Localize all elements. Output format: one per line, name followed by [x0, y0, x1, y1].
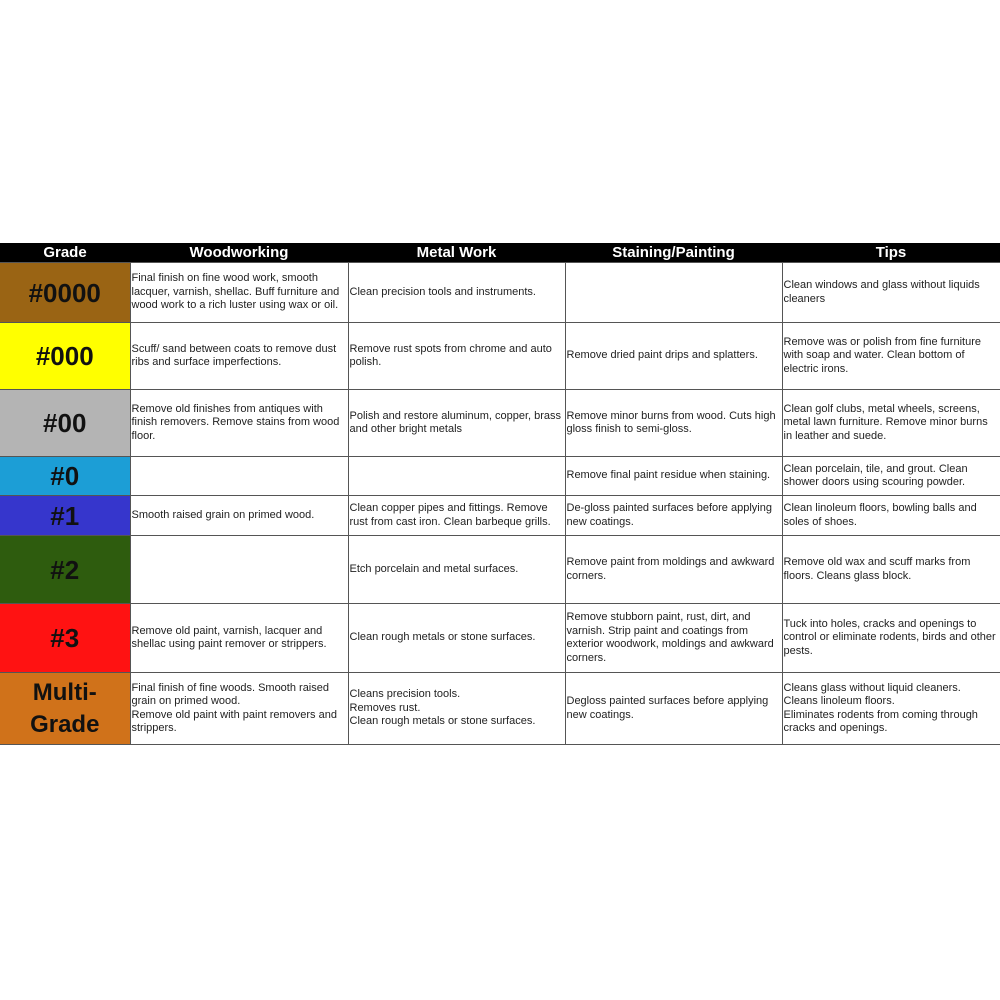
header-staining-painting: Staining/Painting: [565, 243, 782, 263]
staining-painting-cell: Remove paint from moldings and awkward c…: [564, 535, 783, 604]
staining-painting-cell: Remove final paint residue when staining…: [564, 456, 783, 496]
staining-painting-cell: Remove minor burns from wood. Cuts high …: [564, 389, 783, 457]
table-row: #0000 Final finish on fine wood work, smo…: [0, 262, 1000, 323]
header-grade: Grade: [0, 243, 130, 263]
metal-work-cell: Clean rough metals or stone surfaces.: [347, 603, 566, 673]
header-tips: Tips: [782, 243, 1000, 263]
tips-cell: Clean linoleum floors, bowling balls and…: [781, 495, 1000, 536]
woodworking-cell: Final finish of fine woods. Smooth raise…: [129, 672, 349, 745]
header-metal-work: Metal Work: [348, 243, 565, 263]
metal-work-cell: Clean copper pipes and fittings. Remove …: [347, 495, 566, 536]
tips-cell: Cleans glass without liquid cleaners. Cl…: [781, 672, 1000, 745]
table-row: #3 Remove old paint, varnish, lacquer and…: [0, 603, 1000, 673]
metal-work-cell: [347, 456, 566, 496]
header-woodworking: Woodworking: [130, 243, 348, 263]
tips-cell: Remove was or polish from fine furniture…: [781, 322, 1000, 390]
grade-cell: #3: [0, 603, 131, 673]
staining-painting-cell: Remove dried paint drips and splatters.: [564, 322, 783, 390]
metal-work-cell: Polish and restore aluminum, copper, bra…: [347, 389, 566, 457]
table-row: #0 Remove final paint residue when staini…: [0, 456, 1000, 496]
grade-cell: #2: [0, 535, 131, 604]
table-body: #0000 Final finish on fine wood work, smo…: [0, 262, 1000, 745]
woodworking-cell: [129, 456, 349, 496]
steel-wool-grade-table: Grade Woodworking Metal Work Staining/Pa…: [0, 243, 1000, 745]
grade-cell: #00: [0, 389, 131, 457]
grade-cell: #1: [0, 495, 131, 536]
metal-work-cell: Etch porcelain and metal surfaces.: [347, 535, 566, 604]
staining-painting-cell: Remove stubborn paint, rust, dirt, and v…: [564, 603, 783, 673]
table-row: #000 Scuff/ sand between coats to remove …: [0, 322, 1000, 390]
metal-work-cell: Clean precision tools and instruments.: [347, 262, 566, 323]
woodworking-cell: Final finish on fine wood work, smooth l…: [129, 262, 349, 323]
tips-cell: Remove old wax and scuff marks from floo…: [781, 535, 1000, 604]
staining-painting-cell: De-gloss painted surfaces before applyin…: [564, 495, 783, 536]
table-row: #00 Remove old finishes from antiques wit…: [0, 389, 1000, 457]
grade-cell: Multi- Grade: [0, 672, 131, 745]
grade-cell: #0: [0, 456, 131, 496]
woodworking-cell: Smooth raised grain on primed wood.: [129, 495, 349, 536]
metal-work-cell: Cleans precision tools. Removes rust. Cl…: [347, 672, 566, 745]
metal-work-cell: Remove rust spots from chrome and auto p…: [347, 322, 566, 390]
tips-cell: Clean golf clubs, metal wheels, screens,…: [781, 389, 1000, 457]
woodworking-cell: [129, 535, 349, 604]
grade-cell: #0000: [0, 262, 131, 323]
table-row: #2 Etch porcelain and metal surfaces. Remo…: [0, 535, 1000, 604]
tips-cell: Clean windows and glass without liquids …: [781, 262, 1000, 323]
staining-painting-cell: [564, 262, 783, 323]
tips-cell: Clean porcelain, tile, and grout. Clean …: [781, 456, 1000, 496]
table-row: #1 Smooth raised grain on primed wood. Cle…: [0, 495, 1000, 536]
table-row: Multi- Grade Final finish of fine woods. …: [0, 672, 1000, 745]
woodworking-cell: Remove old paint, varnish, lacquer and s…: [129, 603, 349, 673]
woodworking-cell: Remove old finishes from antiques with f…: [129, 389, 349, 457]
header-row: Grade Woodworking Metal Work Staining/Pa…: [0, 243, 1000, 263]
grade-cell: #000: [0, 322, 131, 390]
tips-cell: Tuck into holes, cracks and openings to …: [781, 603, 1000, 673]
staining-painting-cell: Degloss painted surfaces before applying…: [564, 672, 783, 745]
woodworking-cell: Scuff/ sand between coats to remove dust…: [129, 322, 349, 390]
